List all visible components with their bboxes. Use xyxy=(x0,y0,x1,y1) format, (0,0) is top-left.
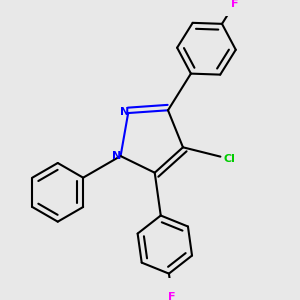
Text: N: N xyxy=(121,106,130,116)
Text: Cl: Cl xyxy=(224,154,235,164)
Text: N: N xyxy=(112,151,122,161)
Text: F: F xyxy=(169,292,176,300)
Text: F: F xyxy=(231,0,238,9)
